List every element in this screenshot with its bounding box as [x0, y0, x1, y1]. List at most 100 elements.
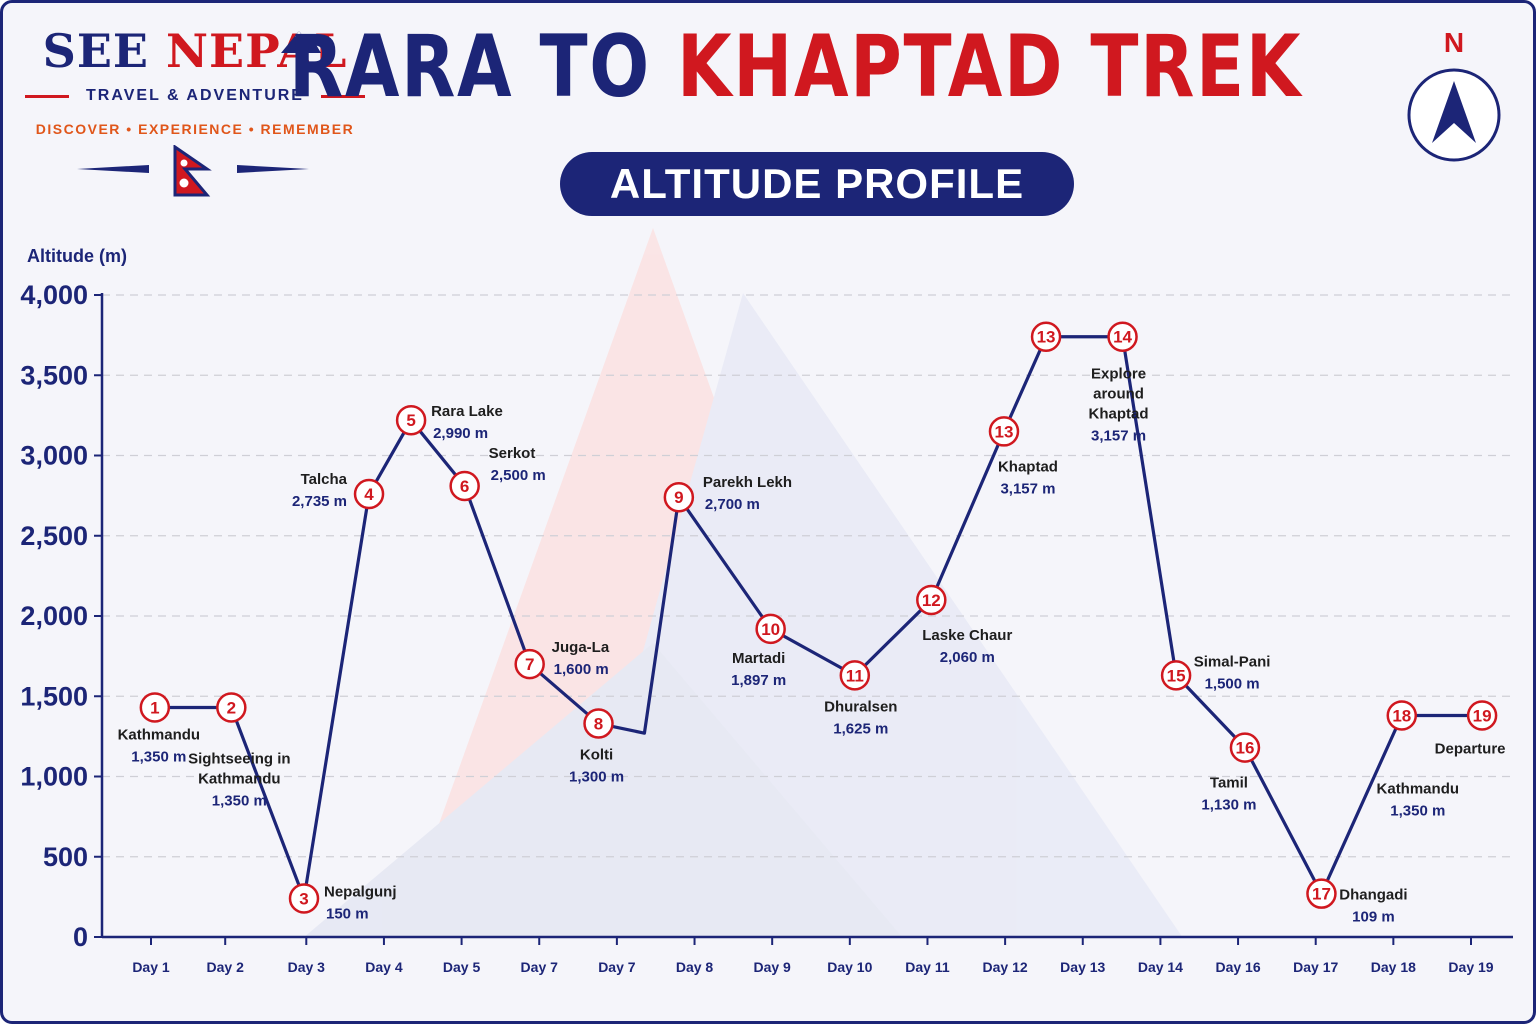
x-tick-label: Day 9: [753, 959, 791, 975]
compass: N: [1406, 27, 1502, 167]
y-tick-label: 500: [43, 842, 88, 872]
point-name-label: Laske Chaur: [922, 627, 1012, 644]
stop-marker-number: 4: [364, 485, 374, 504]
point-name-label: Explore: [1091, 366, 1146, 383]
flag-left-rule: [77, 165, 149, 173]
point-name-label: Khaptad: [998, 458, 1058, 475]
stop-marker-number: 2: [227, 698, 236, 717]
point-name-label: Dhangadi: [1339, 887, 1407, 904]
x-tick-label: Day 14: [1138, 959, 1183, 975]
y-tick-label: 3,500: [20, 360, 88, 390]
x-tick-label: Day 7: [598, 959, 636, 975]
point-name-label: Kolti: [580, 747, 613, 764]
stop-marker: [449, 470, 480, 502]
tagline-left-rule: [25, 95, 69, 98]
altitude-chart: Altitude (m) 0 500 1,000 1,500 2,000 2,500 3,0…: [20, 228, 1513, 975]
point-name-label: Simal-Pani: [1194, 653, 1271, 670]
stop-marker-number: 11: [846, 666, 864, 685]
stop-marker: [1466, 700, 1498, 731]
compass-icon: [1407, 68, 1501, 162]
stop-marker: [988, 416, 1020, 447]
flag-right-rule: [237, 165, 309, 173]
stop-marker: [395, 404, 427, 436]
point-altitude-label: 1,500 m: [1205, 675, 1260, 692]
point-altitude-label: 1,600 m: [554, 661, 609, 678]
point-altitude-label: 150 m: [326, 905, 369, 922]
stop-marker-number: 8: [594, 715, 603, 734]
stop-marker-number: 16: [1235, 739, 1254, 758]
stop-marker-number: 15: [1167, 666, 1186, 685]
point-altitude-label: 1,625 m: [833, 720, 888, 737]
stop-marker: [139, 692, 171, 723]
stop-marker-number: 10: [761, 620, 780, 639]
point-altitude-label: 2,500 m: [491, 467, 546, 484]
point-name-label: Rara Lake: [431, 403, 503, 420]
stop-marker-number: 12: [922, 591, 941, 610]
point-name-label: Talcha: [301, 471, 348, 488]
tagline-right-rule: [321, 95, 365, 98]
axes: [94, 293, 1513, 945]
stop-marker-number: 13: [1037, 328, 1056, 347]
point-altitude-label: 2,735 m: [292, 493, 347, 510]
point-name-label: Dhuralsen: [824, 698, 897, 715]
point-name-label: Tamil: [1210, 775, 1248, 792]
stop-marker-number: 3: [299, 889, 308, 908]
stop-marker-number: 19: [1473, 707, 1492, 726]
brand-tagline: TRAVEL & ADVENTURE: [25, 87, 365, 105]
point-altitude-label: 1,300 m: [569, 769, 624, 786]
point-altitude-label: 1,350 m: [131, 748, 186, 765]
nepal-flag-icon: [173, 145, 212, 197]
x-tick-label: Day 2: [207, 959, 245, 975]
stop-marker-number: 17: [1312, 885, 1331, 904]
point-name-label: Serkot: [489, 445, 536, 462]
point-name-label: Departure: [1435, 741, 1506, 758]
stop-marker: [1107, 321, 1138, 352]
stop-marker-number: 6: [460, 477, 469, 496]
point-name-label: Parekh Lekh: [703, 474, 792, 491]
compass-label: N: [1443, 27, 1465, 58]
x-tick-label: Day 1: [132, 959, 170, 975]
point-altitude-label: 1,897 m: [731, 672, 786, 689]
y-tick-label: 3,000: [20, 441, 88, 471]
stop-marker-number: 14: [1113, 328, 1132, 347]
title-part2: KHAPTAD TREK: [676, 17, 1303, 117]
x-tick-label: Day 5: [443, 959, 481, 975]
point-altitude-label: 1,350 m: [1390, 803, 1445, 820]
x-tick-label: Day 3: [288, 959, 326, 975]
y-tick-label: 1,000: [20, 762, 88, 792]
y-tick-label: 4,000: [20, 280, 88, 310]
x-tick-label: Day 8: [676, 959, 714, 975]
point-altitude-label: 2,990 m: [433, 425, 488, 442]
stop-marker: [1386, 700, 1418, 731]
point-name-label: Martadi: [732, 650, 785, 667]
x-tick-label: Day 4: [365, 959, 403, 975]
point-altitude-label: 3,157 m: [1000, 480, 1055, 497]
point-altitude-label: 2,700 m: [705, 496, 760, 513]
stop-marker: [663, 481, 695, 513]
x-tick-labels: Day 1 Day 2 Day 3 Day 4 Day 5 Day 7 Day 7 Day 8…: [132, 959, 1493, 975]
y-tick-label: 1,500: [20, 681, 88, 711]
point-name-label: Sightseeing in: [188, 750, 291, 767]
point-altitude-label: 2,060 m: [940, 649, 995, 666]
stop-marker: [1306, 878, 1337, 909]
brand-tagline-text: TRAVEL & ADVENTURE: [86, 87, 304, 104]
point-name-label: Juga-La: [552, 639, 610, 656]
y-tick-label: 2,000: [20, 601, 88, 631]
title-part1: RARA TO: [288, 17, 651, 117]
point-altitude-label: 1,350 m: [212, 792, 267, 809]
page-title: RARA TO KHAPTAD TREK: [168, 17, 1423, 117]
x-tick-label: Day 10: [827, 959, 872, 975]
x-tick-label: Day 16: [1215, 959, 1260, 975]
x-tick-label: Day 13: [1060, 959, 1105, 975]
stop-marker: [839, 660, 871, 691]
point-altitude-label: 3,157 m: [1091, 428, 1146, 445]
stop-marker-number: 18: [1392, 707, 1411, 726]
y-tick-labels: 0 500 1,000 1,500 2,000 2,500 3,000 3,500 4,000: [20, 280, 88, 952]
stop-marker: [916, 584, 947, 616]
point-name-label: Nepalgunj: [324, 883, 397, 900]
stop-marker-number: 5: [406, 411, 415, 430]
point-name-label: Kathmandu: [118, 726, 201, 743]
stop-marker-number: 1: [150, 698, 159, 717]
